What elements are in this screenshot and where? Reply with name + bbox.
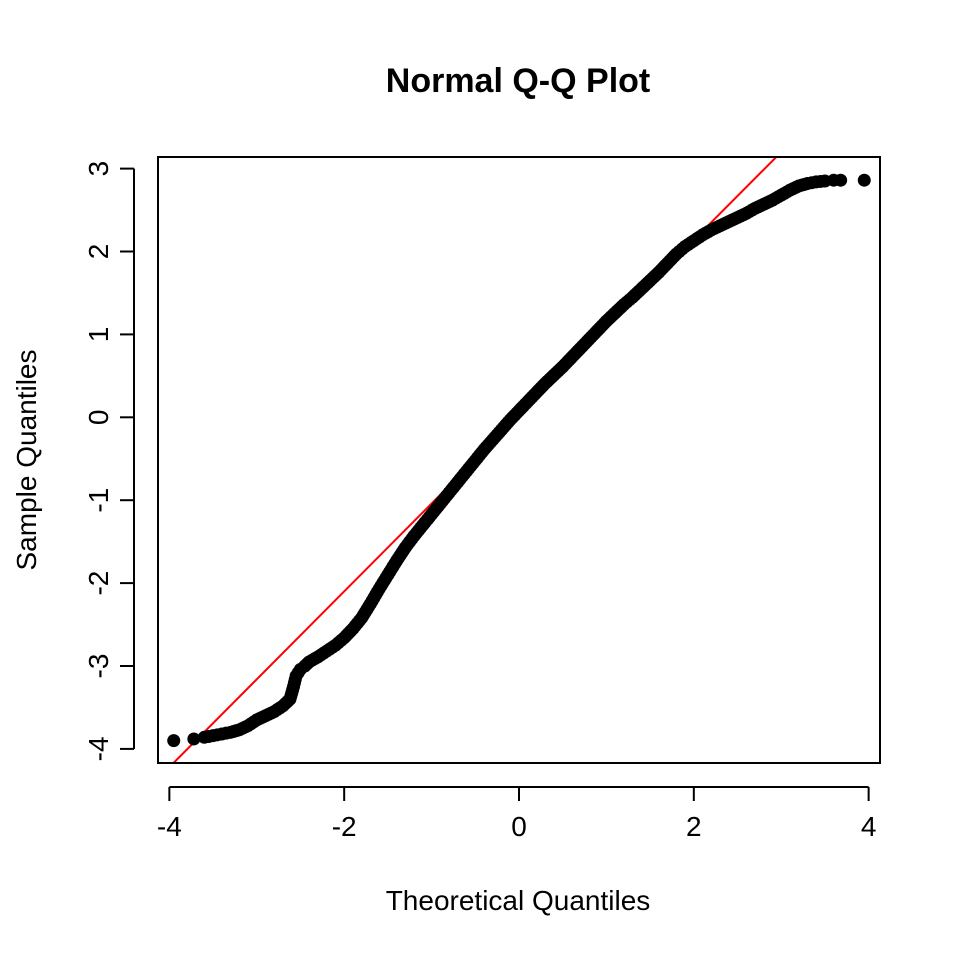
x-tick-label: 0: [511, 811, 527, 842]
chart-title: Normal Q-Q Plot: [386, 62, 650, 100]
y-tick-label: -2: [83, 571, 114, 596]
plot-frame: [157, 156, 881, 764]
y-tick-label: -1: [83, 488, 114, 513]
data-point: [857, 173, 871, 187]
points-layer: [167, 173, 871, 748]
y-tick-label: 1: [83, 327, 114, 343]
y-axis: -4 -3 -2 -1 0 1 2 3: [83, 161, 135, 761]
x-tick-label: 4: [861, 811, 877, 842]
data-point: [167, 734, 181, 748]
data-point: [187, 732, 201, 746]
y-tick-label: 0: [83, 410, 114, 426]
x-axis-label: Theoretical Quantiles: [386, 885, 651, 916]
y-axis-label: Sample Quantiles: [11, 349, 42, 570]
y-tick-label: 3: [83, 161, 114, 177]
x-tick-label: -4: [157, 811, 182, 842]
y-tick-label: -4: [83, 736, 114, 761]
x-axis: -4 -2 0 2 4: [157, 786, 877, 842]
y-tick-label: -3: [83, 654, 114, 679]
x-tick-label: -2: [332, 811, 357, 842]
x-tick-label: 2: [686, 811, 702, 842]
y-tick-label: 2: [83, 244, 114, 260]
data-point: [834, 173, 848, 187]
